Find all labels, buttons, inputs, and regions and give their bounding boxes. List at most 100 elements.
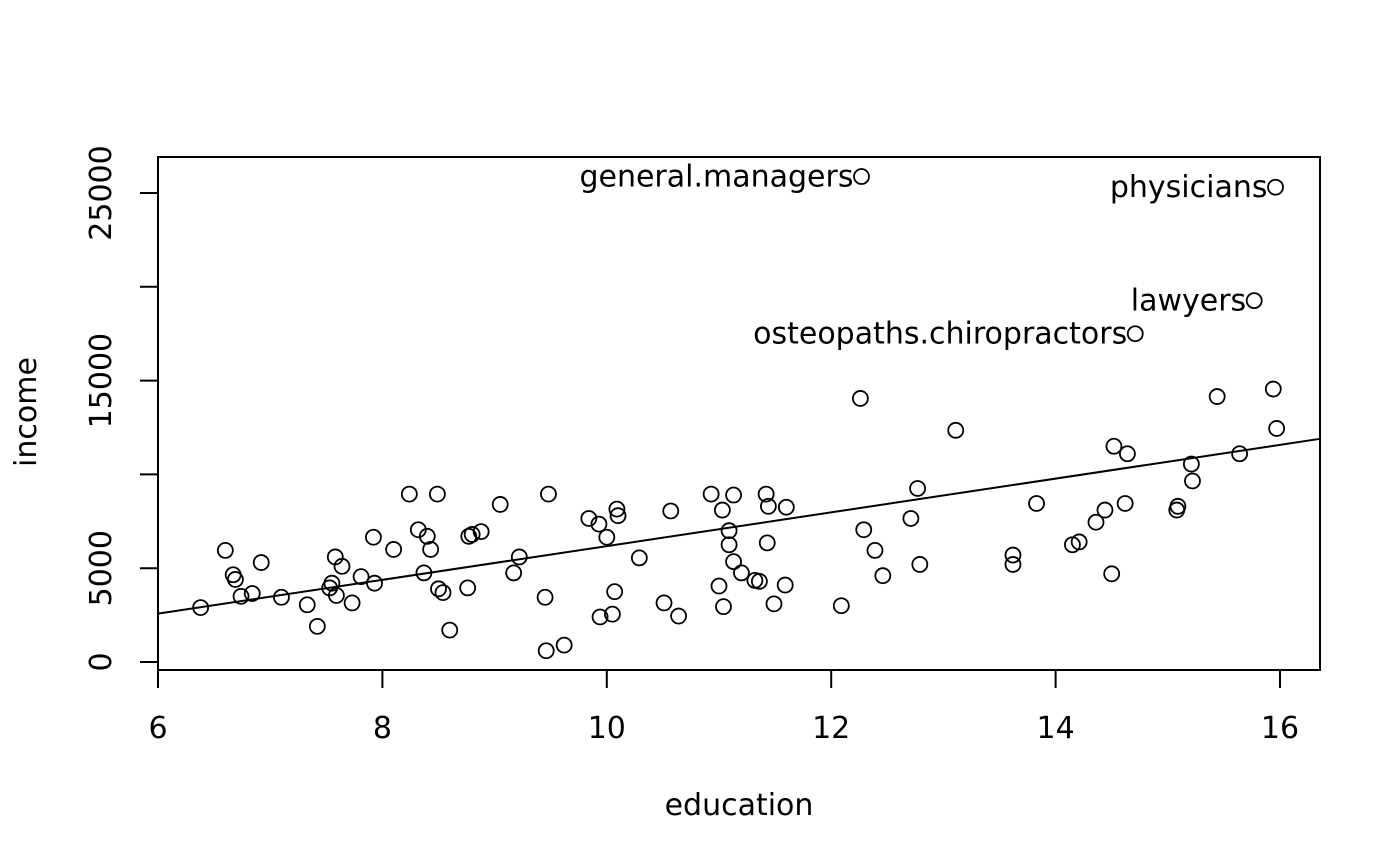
x-tick-label: 12 (812, 711, 850, 746)
data-point (590, 515, 608, 533)
data-point (418, 527, 436, 545)
data-point (510, 548, 528, 566)
data-point (505, 564, 523, 582)
regression-line-group (157, 437, 1320, 615)
data-point (670, 607, 688, 625)
data-point (902, 510, 920, 527)
data-point (750, 572, 768, 590)
data-point (1087, 513, 1105, 531)
data-point (1103, 565, 1121, 583)
data-point (232, 587, 250, 605)
data-point (1208, 388, 1226, 405)
data-point (1096, 501, 1114, 519)
x-tick-label: 14 (1037, 711, 1075, 746)
data-point (216, 541, 234, 559)
regression-line (157, 437, 1320, 615)
data-point (1004, 556, 1022, 573)
data-point (733, 564, 750, 582)
labeled-points: general.managers physicians lawyersosteopa… (579, 160, 1284, 352)
data-point (400, 485, 418, 503)
data-point (1119, 445, 1136, 463)
data-point (1004, 546, 1022, 564)
data-point (630, 549, 648, 567)
data-point (352, 568, 370, 586)
data-point (333, 557, 351, 575)
labeled-data-point (1267, 178, 1284, 196)
data-point (758, 534, 776, 552)
data-point (874, 567, 892, 585)
y-axis-label: income (9, 357, 44, 467)
point-label: osteopaths.chiropractors (753, 317, 1127, 352)
data-points (192, 380, 1286, 660)
data-point (422, 541, 440, 558)
data-point (608, 500, 626, 518)
data-point (192, 599, 210, 616)
data-point (591, 608, 609, 626)
data-point (1169, 497, 1187, 515)
data-point (327, 587, 345, 604)
y-tick-label: 5000 (84, 530, 119, 606)
data-point (702, 485, 720, 503)
data-point (366, 574, 383, 592)
data-point (655, 594, 673, 612)
data-point (434, 584, 452, 601)
data-point (710, 577, 728, 595)
data-point (365, 528, 382, 546)
y-axis: 0 5000 15000 25000 (84, 145, 159, 672)
data-point (606, 583, 624, 601)
data-point (604, 605, 621, 623)
plot-frame (157, 156, 1321, 671)
data-point (472, 523, 490, 541)
data-point (1268, 420, 1286, 437)
data-point (757, 485, 775, 503)
data-point (385, 541, 403, 558)
x-tick-label: 10 (588, 711, 626, 746)
data-point (491, 496, 509, 513)
data-point (537, 642, 555, 660)
x-axis-label: education (665, 788, 814, 823)
data-point (441, 621, 459, 639)
data-point (855, 521, 873, 539)
data-point (725, 486, 742, 504)
data-point (720, 536, 738, 554)
x-axis: 6 8 10 12 14 16 (148, 669, 1299, 746)
data-point (759, 497, 777, 515)
labeled-data-point (1126, 325, 1144, 343)
x-tick-label: 8 (373, 711, 392, 746)
data-point (227, 571, 244, 588)
data-point (252, 554, 270, 571)
labeled-data-point (1245, 292, 1263, 310)
point-label: physicians (1110, 170, 1268, 205)
data-point (463, 526, 481, 543)
x-tick-label: 16 (1261, 711, 1299, 746)
data-point (273, 588, 290, 606)
data-point (1184, 472, 1201, 490)
data-point (725, 553, 742, 571)
labeled-data-point (853, 168, 870, 185)
data-point (298, 596, 316, 614)
data-point (776, 576, 794, 594)
data-point (459, 579, 477, 597)
data-point (911, 556, 929, 573)
data-point (947, 421, 965, 439)
data-point (343, 594, 361, 612)
data-point (1116, 495, 1134, 512)
data-point (765, 595, 783, 613)
data-point (713, 501, 731, 519)
x-tick-label: 6 (148, 711, 167, 746)
data-point (598, 528, 616, 546)
data-point (1028, 495, 1045, 512)
data-point (536, 588, 554, 606)
data-point (555, 636, 573, 654)
data-point (832, 597, 850, 615)
point-label: lawyers (1131, 284, 1246, 319)
data-point (243, 585, 261, 602)
data-point (662, 502, 680, 520)
data-point (1105, 437, 1123, 455)
data-point (777, 498, 795, 516)
data-point (609, 507, 627, 525)
data-point (720, 522, 738, 540)
data-point (1231, 445, 1249, 463)
data-point (1070, 533, 1088, 551)
